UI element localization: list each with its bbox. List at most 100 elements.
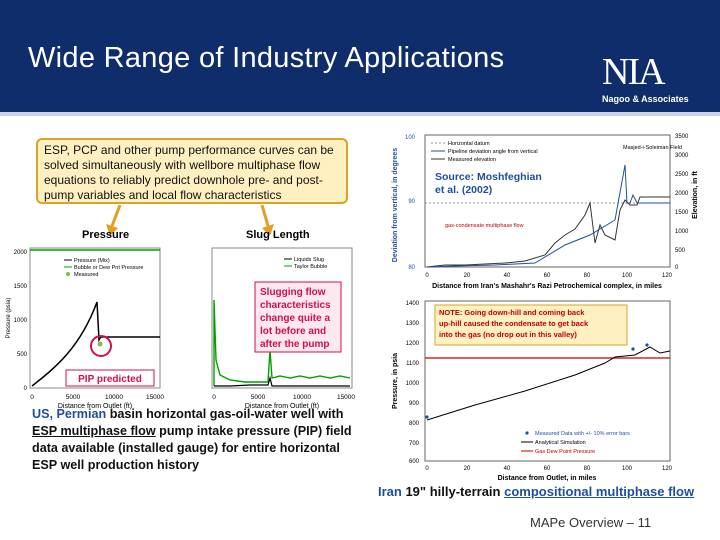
slide-footer: MAPe Overview – 11 (530, 515, 652, 530)
pressure-legend: Pressure (Mix) Bubble or Dew Pnt Pressur… (64, 258, 143, 278)
slugging-annotation-box (254, 281, 342, 353)
caption-link: ESP multiphase flow (32, 424, 156, 438)
iran-bottom-xtick: 20 (464, 466, 471, 472)
note-box (434, 304, 628, 346)
iran-bottom-xtick: 40 (504, 466, 511, 472)
pressure-xtick: 0 (30, 394, 34, 401)
iran-bottom-xlabel: Distance from Outlet, in miles (498, 475, 597, 482)
iran-top-ytick-right: 500 (675, 248, 686, 254)
pip-predicted-label: PIP predicted (78, 374, 142, 385)
iran-top-xtick: 20 (464, 273, 471, 279)
field-label: Masjed-i-Soleiman Field (623, 145, 682, 151)
taylor-bubble-curve (213, 299, 351, 386)
pressure-xtick: 10000 (105, 394, 123, 401)
pressure-xtick: 5000 (66, 394, 81, 401)
simulation-curve (426, 346, 671, 421)
pressure-ytick: 500 (17, 352, 28, 358)
slug-xticks: 0 5000 10000 15000 (212, 394, 355, 401)
pressure-mix-curve (31, 301, 160, 387)
iran-top-xtick: 120 (662, 273, 673, 279)
pressure-ytick: 2000 (14, 250, 28, 256)
left-charts: Pressure 0 500 1000 1500 2000 Pressure (… (6, 204, 355, 410)
legend-measured: Measured (74, 272, 98, 278)
pressure-yticks: 0 500 1000 1500 2000 (14, 250, 28, 392)
iran-top-ytick-right: 0 (675, 265, 679, 271)
pressure-ytick: 1000 (14, 318, 28, 324)
iran-bottom-xtick: 80 (584, 466, 591, 472)
iran-top-ytick-right: 1000 (675, 229, 689, 235)
deviation-angle-curve (426, 164, 670, 268)
iran-top-ytick-left: 90 (408, 199, 415, 205)
legend-datum: Horizontal datum (448, 141, 490, 147)
legend-swatch-measured-data (525, 431, 529, 435)
iran-caption-p1: Iran (378, 484, 402, 499)
legend-measured-data: Measured Data with +/- 10% error bars (535, 431, 630, 437)
callout-arrow-left (110, 204, 122, 227)
iran-bottom-ylabel: Pressure, in psia (392, 353, 399, 409)
pressure-plot-title: Pressure (82, 229, 129, 241)
slug-xlabel: Distance from Outlet (ft) (245, 403, 319, 410)
iran-top-xtick: 40 (504, 273, 511, 279)
pressure-ylabel: Pressure (psia) (6, 298, 12, 339)
caption-tail: pump intake pressure (PIP) field data av… (32, 424, 352, 472)
iran-top-ytick-right: 3500 (675, 134, 689, 140)
legend-taylor-bubble: Taylor Bubble (294, 264, 327, 270)
iran-bottom-xtick: 60 (544, 466, 551, 472)
source-label: Source: Moshfeghian et al. (2002) (435, 171, 545, 196)
flow-label: gas-condensate multiphase flow (445, 223, 524, 229)
caption-prefix: US, Permian (32, 407, 107, 421)
company-logo: NIA Nagoo & Associates (598, 52, 690, 112)
iran-top-ytick-right: 1500 (675, 210, 689, 216)
measured-point (97, 341, 103, 347)
iran-top-plot-frame (424, 134, 671, 268)
measured-data-points (425, 343, 649, 419)
measured-data-point (645, 343, 649, 347)
legend-pressure: Pressure (Mix) (74, 258, 110, 264)
iran-top-xtick: 60 (544, 273, 551, 279)
iran-bottom-yticks: 1400 1300 1200 1100 1000 900 800 700 600 (406, 301, 420, 465)
pip-highlight-circle (90, 335, 112, 357)
pressure-xtick: 15000 (146, 394, 164, 401)
iran-bottom-ytick: 900 (409, 401, 420, 407)
iran-top-xtick: 80 (584, 273, 591, 279)
logo-subtitle: Nagoo & Associates (602, 94, 689, 104)
iran-bottom-ytick: 1400 (406, 301, 420, 307)
iran-top-xtick: 0 (425, 273, 429, 279)
caption-body: basin horizontal gas-oil-water well with (106, 407, 344, 421)
legend-deviation: Pipeline deviation angle from vertical (448, 149, 538, 155)
pressure-plot-frame (29, 247, 161, 389)
iran-top-ylabel-right: Elevation, in ft (692, 170, 699, 219)
iran-bottom-ytick: 1300 (406, 321, 420, 327)
iran-top-legend: Horizontal datum Pipeline deviation angl… (431, 141, 538, 163)
iran-bottom-ytick: 600 (409, 459, 420, 465)
legend-simulation: Analytical Simulation (535, 440, 586, 446)
slug-plot-title: Slug Length (246, 229, 310, 241)
iran-bottom-xticks: 0 20 40 60 80 100 120 (425, 466, 672, 472)
slide-title: Wide Range of Industry Applications (28, 42, 505, 74)
right-charts: 100 90 80 Deviation from vertical, in de… (392, 134, 699, 482)
iran-top-xlabel: Distance from Iran's Mashahr's Razi Petr… (432, 283, 662, 290)
pressure-xlabel: Distance from Outlet (ft) (58, 403, 132, 410)
liquid-slug-curve (214, 375, 350, 387)
iran-top-xtick: 100 (622, 273, 633, 279)
iran-bottom-ytick: 700 (409, 441, 420, 447)
slide-header (0, 0, 720, 112)
legend-bubble: Bubble or Dew Pnt Pressure (74, 265, 143, 271)
arrow-head-left (106, 224, 118, 236)
logo-mark: NIA (602, 51, 666, 93)
slug-legend: Liquids Slug Taylor Bubble (284, 257, 327, 270)
iran-bottom-ytick: 800 (409, 421, 420, 427)
callout-arrow-right (260, 204, 270, 227)
legend-liquid-slug: Liquids Slug (294, 257, 324, 263)
iran-top-ylabel-left: Deviation from vertical, in degrees (392, 148, 399, 262)
pressure-ytick: 0 (24, 386, 28, 392)
header-divider (0, 112, 720, 116)
iran-top-ytick-right: 3000 (675, 153, 689, 159)
iran-caption: Iran 19" hilly-terrain compositional mul… (378, 484, 694, 499)
legend-dew-point: Gas Dew Point Pressure (535, 449, 595, 455)
slugging-annotation: Slugging flow characteristics change qui… (260, 287, 333, 350)
iran-caption-p3: compositional multiphase flow (504, 484, 695, 499)
legend-elevation: Measured elevation (448, 157, 496, 163)
measured-data-point (425, 415, 429, 419)
iran-top-ytick-right: 2500 (675, 172, 689, 178)
